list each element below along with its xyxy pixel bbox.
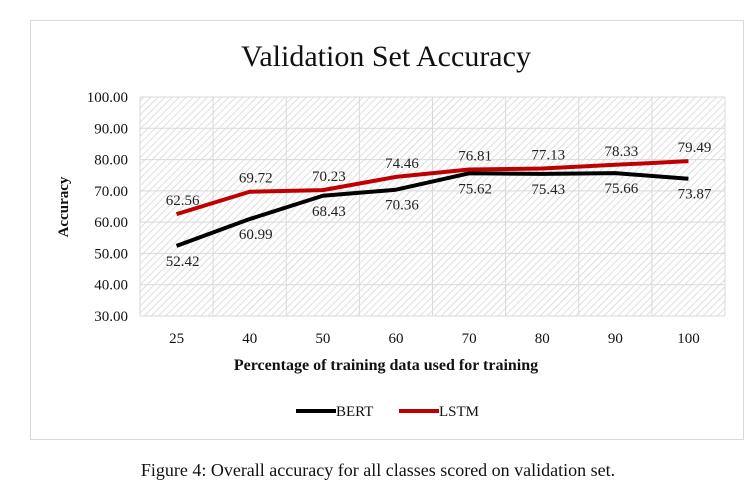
data-label-lstm: 74.46 [385,156,419,172]
series-line-lstm [175,159,689,217]
y-tick-label: 60.00 [94,215,128,231]
data-label-lstm: 70.23 [312,169,346,185]
y-tick-label: 80.00 [94,153,128,169]
data-label-bert: 75.43 [531,182,565,198]
x-tick-label: 100 [677,331,700,347]
y-tick-label: 90.00 [94,121,128,137]
data-label-lstm: 77.13 [531,148,565,164]
x-tick-label: 50 [315,331,330,347]
data-label-bert: 75.62 [458,181,492,197]
data-label-bert: 68.43 [312,204,346,220]
legend-label-bert: BERT [336,404,373,420]
y-tick-label: 100.00 [87,90,128,106]
series-line-bert [175,171,689,248]
data-label-bert: 75.66 [604,181,638,197]
chart-frame [30,20,744,440]
x-tick-label: 60 [388,331,403,347]
y-tick-label: 40.00 [94,278,128,294]
x-tick-label: 40 [242,331,257,347]
data-label-lstm: 62.56 [166,193,200,209]
x-tick-label: 70 [462,331,477,347]
data-label-bert: 70.36 [385,198,419,214]
x-tick-label: 25 [169,331,184,347]
figure-caption: Figure 4: Overall accuracy for all class… [140,460,616,480]
data-label-lstm: 76.81 [458,149,492,165]
x-tick-label: 90 [608,331,623,347]
legend-label-lstm: LSTM [439,404,479,420]
x-tick-label: 80 [535,331,550,347]
y-tick-label: 50.00 [94,246,128,262]
y-axis-label: Accuracy [56,176,72,237]
data-label-lstm: 78.33 [604,144,638,160]
data-label-bert: 52.42 [166,254,200,270]
data-label-bert: 60.99 [239,227,273,243]
data-label-bert: 73.87 [678,187,712,203]
y-tick-label: 70.00 [94,184,128,200]
y-tick-label: 30.00 [94,309,128,325]
data-label-lstm: 69.72 [239,171,273,187]
x-axis-label: Percentage of training data used for tra… [234,357,538,374]
chart-title: Validation Set Accuracy [241,40,531,73]
data-label-lstm: 79.49 [678,140,712,156]
